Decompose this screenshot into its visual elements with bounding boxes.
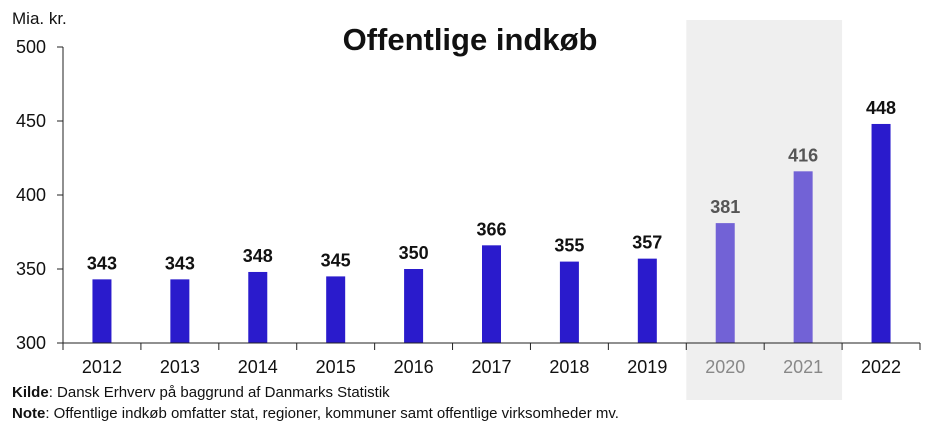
bar-2021 [793,171,813,343]
x-tick-label-2017: 2017 [471,357,511,377]
x-tick-label-2021: 2021 [783,357,823,377]
y-tick-label: 500 [16,37,46,57]
bar-2013 [170,279,190,343]
bar-2015 [326,276,346,343]
data-label-2017: 366 [476,219,506,239]
bar-chart: Mia. kr. Offentlige indkøb 300 350 400 450 5… [12,9,921,400]
x-tick-label-2020: 2020 [705,357,745,377]
x-tick-label-2014: 2014 [238,357,278,377]
y-tick-label: 350 [16,259,46,279]
data-label-2018: 355 [554,236,584,256]
data-label-2012: 343 [87,253,117,273]
data-label-2019: 357 [632,233,662,253]
bar-2022 [871,123,891,344]
x-tick-label-2018: 2018 [549,357,589,377]
source-text: : Dansk Erhverv på baggrund af Danmarks … [48,384,390,401]
data-label-2020: 381 [710,197,740,217]
y-axis-unit-label: Mia. kr. [12,9,67,28]
bar-2014 [248,271,268,343]
y-tick-label: 450 [16,111,46,131]
note-text: : Offentlige indkøb omfatter stat, regio… [45,405,619,422]
data-label-2015: 345 [321,250,351,270]
data-label-2014: 348 [243,246,273,266]
bar-2012 [92,279,112,343]
bar-2020 [715,223,735,343]
note-label: Note [12,405,46,422]
data-label-2022: 448 [866,98,896,118]
x-tick-label-2012: 2012 [82,357,122,377]
chart-title: Offentlige indkøb [343,22,598,57]
forecast-highlight-band [686,20,843,400]
x-tick-label-2022: 2022 [861,357,901,377]
source-footnote: Kilde: Dansk Erhverv på baggrund af Danm… [12,384,390,401]
y-tick-label: 400 [16,185,46,205]
bar-2017 [482,245,501,343]
x-tick-label-2013: 2013 [160,357,200,377]
x-tick-label-2019: 2019 [627,357,667,377]
data-label-2021: 416 [788,145,818,165]
bar-2016 [404,269,424,343]
y-tick-label: 300 [16,333,46,353]
bar-2019 [637,258,657,343]
data-label-2013: 343 [165,253,195,273]
data-label-2016: 350 [399,243,429,263]
bar-2018 [559,261,579,343]
x-tick-label-2016: 2016 [394,357,434,377]
source-label: Kilde [12,384,49,401]
note-footnote: Note: Offentlige indkøb omfatter stat, r… [12,405,619,422]
x-tick-label-2015: 2015 [316,357,356,377]
